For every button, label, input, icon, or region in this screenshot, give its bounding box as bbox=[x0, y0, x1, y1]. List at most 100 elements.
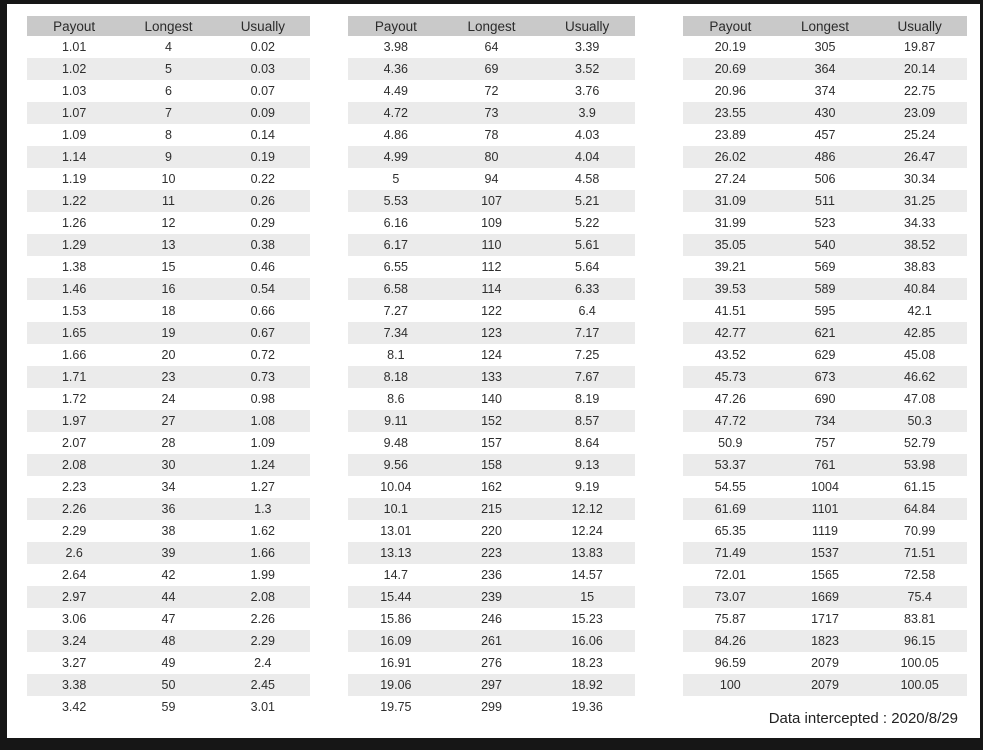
table-cell: 11 bbox=[162, 194, 175, 208]
table-cell: 4.72 bbox=[383, 106, 408, 120]
table-cell: 305 bbox=[814, 40, 836, 54]
table-cell: 107 bbox=[481, 194, 502, 208]
table-cell: 2.26 bbox=[61, 502, 87, 516]
table-cell: 14.57 bbox=[571, 568, 603, 582]
table-cell: 70.99 bbox=[904, 524, 936, 538]
table-row: 1.07 7 0.09 bbox=[27, 102, 310, 124]
table-cell: 42.1 bbox=[907, 304, 932, 318]
table-row: 15.86 246 15.23 bbox=[348, 608, 635, 630]
column-header-longest: Longest bbox=[144, 18, 193, 34]
table-cell: 1.26 bbox=[61, 216, 87, 230]
table-cell: 45.73 bbox=[714, 370, 746, 384]
table-cell: 123 bbox=[481, 326, 502, 340]
payout-table-middle: Payout Longest Usually 3.98 64 3.39 4.36 69 3.52… bbox=[348, 16, 635, 718]
page-background: Payout Longest Usually 1.01 4 0.02 1.02 5 0.03 1.… bbox=[7, 4, 980, 738]
table-cell: 47.08 bbox=[904, 392, 936, 406]
table-row: 3.27 49 2.4 bbox=[27, 652, 310, 674]
table-row: 2.26 36 1.3 bbox=[27, 498, 310, 520]
table-cell: 27 bbox=[161, 414, 176, 428]
table-cell: 297 bbox=[481, 678, 502, 692]
table-cell: 4.36 bbox=[383, 62, 408, 76]
table-row: 2.29 38 1.62 bbox=[27, 520, 310, 542]
table-cell: 53.37 bbox=[714, 458, 746, 472]
table-cell: 0.07 bbox=[250, 84, 275, 98]
table-cell: 100 bbox=[719, 678, 741, 692]
table-cell: 42.85 bbox=[904, 326, 936, 340]
table-cell: 757 bbox=[814, 436, 836, 450]
table-cell: 1823 bbox=[811, 634, 839, 648]
payout-table-right: Payout Longest Usually 20.19 305 19.87 20.69 36… bbox=[683, 16, 967, 696]
table-cell: 2079 bbox=[811, 656, 839, 670]
table-row: 41.51 595 42.1 bbox=[683, 300, 967, 322]
table-cell: 1565 bbox=[811, 568, 839, 582]
table-cell: 112 bbox=[481, 260, 502, 274]
table-cell: 19.36 bbox=[571, 700, 603, 714]
table-cell: 5 bbox=[165, 62, 172, 76]
table-row: 61.69 1101 64.84 bbox=[683, 498, 967, 520]
table-cell: 69 bbox=[484, 62, 499, 76]
table-cell: 4.49 bbox=[383, 84, 408, 98]
table-cell: 1.03 bbox=[61, 84, 87, 98]
table-cell: 8.18 bbox=[383, 370, 408, 384]
table-cell: 5.64 bbox=[575, 260, 600, 274]
table-cell: 276 bbox=[481, 656, 502, 670]
table-cell: 158 bbox=[481, 458, 502, 472]
table-cell: 0.19 bbox=[250, 150, 275, 164]
table-cell: 47.72 bbox=[714, 414, 746, 428]
table-cell: 1537 bbox=[811, 546, 839, 560]
table-cell: 15 bbox=[580, 590, 595, 604]
table-cell: 15 bbox=[161, 260, 176, 274]
table-cell: 540 bbox=[814, 238, 836, 252]
table-cell: 9.48 bbox=[383, 436, 408, 450]
table-row: 1.01 4 0.02 bbox=[27, 36, 310, 58]
table-cell: 54.55 bbox=[714, 480, 746, 494]
table-row: 10.04 162 9.19 bbox=[348, 476, 635, 498]
table-cell: 2.29 bbox=[250, 634, 275, 648]
table-cell: 4.99 bbox=[383, 150, 408, 164]
table-cell: 20.96 bbox=[714, 84, 746, 98]
table-cell: 6.33 bbox=[575, 282, 600, 296]
table-cell: 9.13 bbox=[575, 458, 600, 472]
table-cell: 7 bbox=[165, 106, 172, 120]
table-cell: 2.07 bbox=[61, 436, 87, 450]
table-cell: 34 bbox=[161, 480, 176, 494]
table-cell: 1.3 bbox=[254, 502, 272, 516]
table-cell: 75.4 bbox=[907, 590, 932, 604]
table-cell: 16.06 bbox=[571, 634, 603, 648]
table-cell: 0.67 bbox=[250, 326, 275, 340]
table-cell: 24 bbox=[161, 392, 176, 406]
table-row: 23.89 457 25.24 bbox=[683, 124, 967, 146]
table-cell: 2.6 bbox=[65, 546, 83, 560]
column-header-payout: Payout bbox=[53, 18, 96, 34]
table-cell: 18 bbox=[161, 304, 176, 318]
table-cell: 39.21 bbox=[714, 260, 746, 274]
table-cell: 15.23 bbox=[571, 612, 603, 626]
table-cell: 43.52 bbox=[714, 348, 746, 362]
table-cell: 0.03 bbox=[250, 62, 275, 76]
table-cell: 523 bbox=[814, 216, 836, 230]
table-row: 13.13 223 13.83 bbox=[348, 542, 635, 564]
table-row: 53.37 761 53.98 bbox=[683, 454, 967, 476]
table-cell: 65.35 bbox=[714, 524, 746, 538]
table-cell: 2.23 bbox=[61, 480, 87, 494]
table-cell: 621 bbox=[814, 326, 836, 340]
table-cell: 44 bbox=[161, 590, 176, 604]
table-cell: 7.17 bbox=[575, 326, 600, 340]
table-cell: 1.46 bbox=[61, 282, 87, 296]
table-row: 1.19 10 0.22 bbox=[27, 168, 310, 190]
table-cell: 15.44 bbox=[380, 590, 412, 604]
table-cell: 0.98 bbox=[250, 392, 275, 406]
table-row: 75.87 1717 83.81 bbox=[683, 608, 967, 630]
table-row: 35.05 540 38.52 bbox=[683, 234, 967, 256]
table-cell: 83.81 bbox=[904, 612, 936, 626]
table-row: 1.22 11 0.26 bbox=[27, 190, 310, 212]
table-cell: 39 bbox=[161, 546, 176, 560]
table-row: 5.53 107 5.21 bbox=[348, 190, 635, 212]
column-header-payout: Payout bbox=[709, 18, 752, 34]
table-cell: 246 bbox=[481, 612, 502, 626]
table-cell: 8.1 bbox=[387, 348, 405, 362]
table-cell: 1.01 bbox=[61, 40, 87, 54]
table-cell: 45.08 bbox=[904, 348, 936, 362]
table-cell: 9 bbox=[165, 150, 172, 164]
table-cell: 38 bbox=[161, 524, 176, 538]
